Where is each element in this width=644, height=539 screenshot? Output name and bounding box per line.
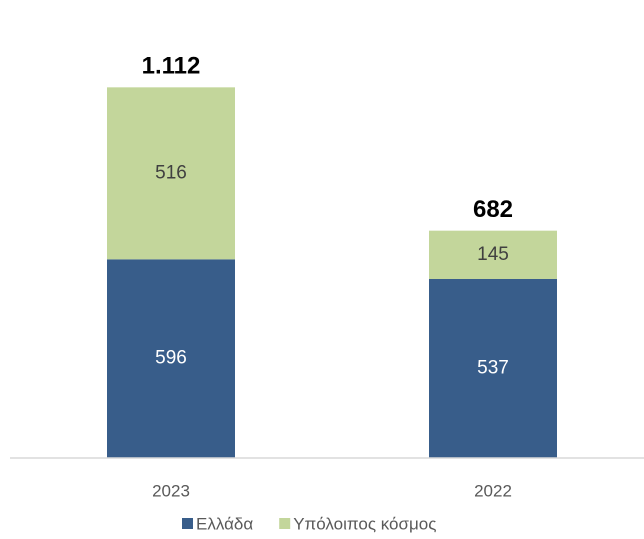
- legend-swatch: [182, 518, 193, 529]
- legend-label: Ελλάδα: [196, 514, 253, 533]
- data-label: 145: [477, 244, 509, 265]
- bar-segment: [107, 259, 235, 458]
- bar-segment: [429, 230, 557, 279]
- bar-segment: [107, 87, 235, 260]
- total-label: 682: [473, 196, 513, 223]
- data-label: 516: [155, 162, 187, 183]
- data-label: 537: [477, 358, 509, 379]
- legend-label: Υπόλοιπος κόσμος: [293, 514, 436, 533]
- bar-segment: [429, 279, 557, 458]
- data-label: 596: [155, 348, 187, 369]
- legend-swatch: [279, 518, 291, 529]
- total-label: 1.112: [142, 53, 201, 80]
- x-tick-label: 2022: [474, 481, 512, 500]
- x-tick-label: 2023: [152, 481, 190, 500]
